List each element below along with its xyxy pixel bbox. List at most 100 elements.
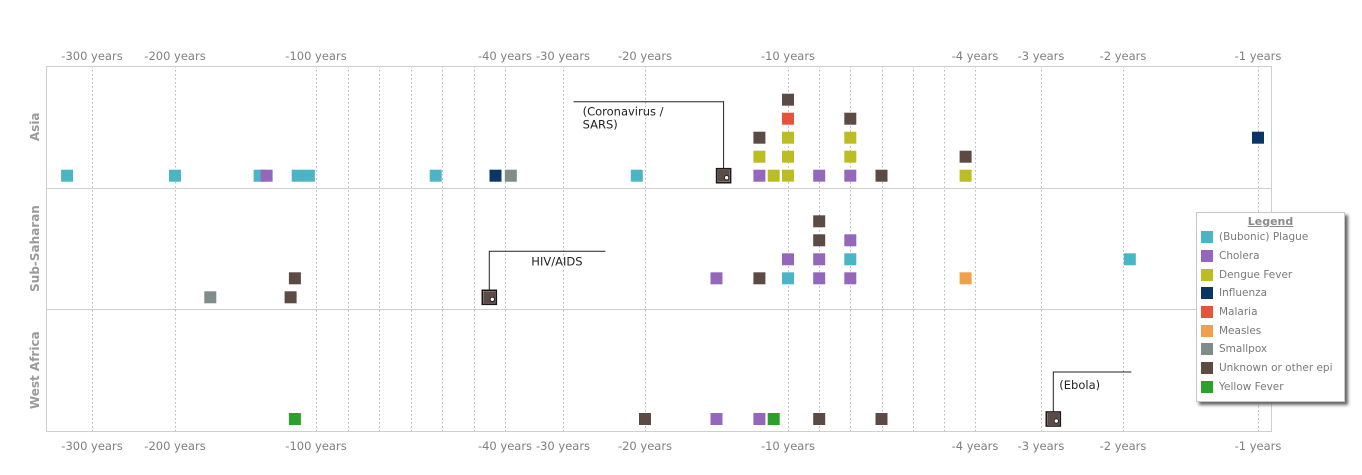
annotation: (Ebola) [1045,371,1132,427]
x-tick-label: -100 years [285,439,346,453]
data-point [260,169,273,182]
x-tick-label: -40 years [478,49,532,63]
legend: Legend (Bubonic) Plague Cholera Dengue Fev… [1196,212,1345,402]
x-tick-label: -30 years [536,49,590,63]
x-tick-label: -10 years [761,439,815,453]
legend-label: Unknown or other epi [1219,362,1333,375]
data-points [61,93,1264,425]
data-point [767,169,780,182]
legend-label: (Bubonic) Plague [1219,231,1309,244]
data-point [782,150,794,163]
legend-swatch [1201,306,1213,319]
legend-item: Influenza [1201,284,1344,303]
data-point [813,169,826,182]
data-point [782,131,794,144]
data-point [959,169,972,182]
x-tick-label: -3 years [1018,439,1065,453]
legend-item: Unknown or other epi [1201,359,1344,378]
x-axis-bottom: -300 years -200 years -100 years -40 years -… [61,439,1281,453]
row-labels: Asia Sub-Saharan West Africa [28,112,42,409]
x-tick-label: -30 years [536,439,590,453]
data-point [959,150,972,163]
data-point [753,150,766,163]
legend-swatch [1201,362,1213,375]
legend-item: Yellow Fever [1201,378,1344,397]
data-point [782,272,794,285]
x-tick-label: -20 years [618,439,672,453]
annotation-leader [1052,371,1132,412]
x-axis-top: -300 years -200 years -100 years -40 years -… [61,49,1281,63]
annotation-dot [723,175,730,181]
annotation: (Coronavirus /SARS) [573,101,732,184]
data-point [639,413,651,425]
plot-border [46,66,1272,432]
x-tick-label: -10 years [761,49,815,63]
grid-lines [92,66,1259,431]
x-tick-label: -40 years [478,439,532,453]
data-point [844,234,857,247]
x-tick-label: -200 years [144,439,205,453]
legend-label: Measles [1219,324,1262,337]
data-point [753,131,766,144]
data-point [844,131,857,144]
row-label: Asia [28,112,42,141]
data-point [875,413,888,425]
legend-label: Cholera [1219,250,1260,263]
annotation: HIV/AIDS [481,250,606,306]
data-point [710,272,723,285]
annotation-dot [489,296,495,302]
annotation-dot [1053,418,1060,424]
data-point [169,169,181,182]
legend-swatch [1201,250,1213,263]
data-point [844,112,857,125]
x-tick-label: -2 years [1100,49,1147,63]
annotation-text: SARS) [583,118,618,132]
data-point [844,253,857,266]
data-point [782,169,794,182]
data-point [813,215,826,228]
annotation-leader [573,101,725,169]
legend-item: Cholera [1201,247,1344,266]
x-tick-label: -20 years [618,49,672,63]
annotation-text: (Coronavirus / [583,105,664,119]
legend-label: Smallpox [1219,343,1268,356]
data-point [710,413,723,425]
legend-item: (Bubonic) Plague [1201,228,1344,247]
legend-label: Dengue Fever [1219,268,1293,281]
data-point [782,253,794,266]
row-label: Sub-Saharan [28,205,42,292]
data-point [1252,131,1264,144]
x-tick-label: -1 years [1235,49,1282,63]
data-point [630,169,643,182]
legend-swatch [1201,231,1213,244]
legend-item: Smallpox [1201,340,1344,359]
data-point [753,169,766,182]
legend-title: Legend [1247,215,1294,228]
data-point [204,291,217,304]
data-point [782,93,794,106]
x-tick-label: -100 years [285,49,346,63]
plot-frame [46,66,1272,432]
annotation-leader [488,250,606,291]
data-point [959,272,972,285]
x-tick-label: -3 years [1018,49,1065,63]
legend-list: (Bubonic) Plague Cholera Dengue Fever Influ… [1197,228,1344,396]
data-point [844,169,857,182]
annotation-text: HIV/AIDS [531,254,582,268]
data-point [288,272,301,285]
data-point [302,169,315,182]
legend-item: Dengue Fever [1201,265,1344,284]
x-tick-label: -300 years [61,49,122,63]
legend-swatch [1201,287,1213,300]
annotations: (Coronavirus /SARS) HIV/AIDS (Ebola) [481,101,1132,427]
data-point [288,413,301,425]
x-tick-label: -1 years [1235,439,1282,453]
data-point [489,169,502,182]
legend-label: Malaria [1219,306,1258,319]
data-point [844,272,857,285]
data-point [61,169,74,182]
data-point [753,272,766,285]
x-tick-label: -200 years [144,49,205,63]
data-point [1123,253,1136,266]
